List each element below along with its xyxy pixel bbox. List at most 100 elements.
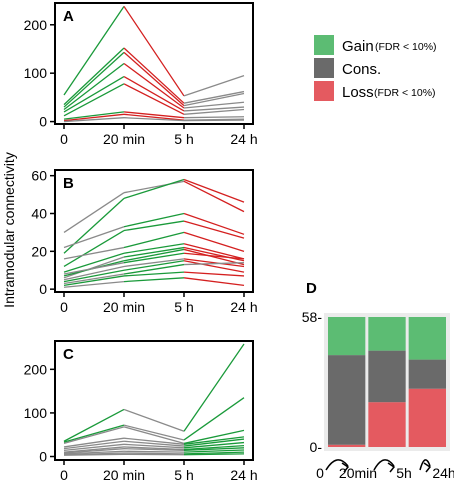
series-segment	[63, 256, 125, 279]
series-segment	[63, 76, 125, 113]
panel-label: B	[63, 175, 74, 192]
series-segment	[123, 440, 185, 447]
series-segment	[183, 252, 245, 260]
series-line-5	[63, 438, 245, 450]
series-line-6	[63, 83, 245, 117]
x-tick-label: 24 h	[230, 131, 257, 147]
series-line-9	[63, 252, 245, 275]
panel-A: A 0 100 200 0 20 min 5 h 24 h	[24, 2, 258, 147]
series-segment	[123, 76, 185, 112]
bar-segment-cons	[368, 350, 406, 403]
series-segment	[63, 275, 125, 287]
panel-label: C	[63, 346, 74, 363]
y-tick-label: 200	[24, 17, 48, 33]
arrow-icon	[419, 459, 431, 471]
bar-segment-loss	[408, 388, 446, 447]
series-segment	[63, 453, 125, 456]
series-segment	[123, 437, 185, 445]
series-line-11	[63, 260, 245, 283]
series-segment	[123, 47, 185, 104]
arrowhead-icon	[341, 462, 350, 473]
series-segment	[183, 108, 245, 115]
series-line-9	[63, 117, 245, 123]
series-line-5	[63, 76, 245, 113]
series-segment	[183, 449, 245, 453]
series-segment	[63, 246, 125, 260]
series-segment	[63, 47, 125, 106]
y-tick-label: 0	[39, 114, 47, 130]
series-segment	[63, 117, 125, 123]
series-line-7	[63, 111, 245, 120]
series-line-3	[63, 426, 245, 445]
series-segment	[63, 113, 125, 122]
x-tick-label: 0	[60, 299, 68, 315]
series-segment	[63, 448, 125, 454]
series-line-2	[63, 47, 245, 106]
series-segment	[63, 51, 125, 108]
bar-segment-cons	[408, 359, 446, 389]
series-segment	[123, 271, 185, 277]
series-segment	[123, 446, 185, 451]
series-line-1	[63, 343, 245, 442]
transition-label: 0	[316, 465, 324, 481]
series-line-10	[63, 258, 245, 281]
series-segment	[123, 277, 185, 283]
series-segment	[63, 443, 125, 452]
series-line-2	[63, 397, 245, 443]
series-segment	[63, 273, 125, 285]
series-segment	[123, 117, 185, 122]
y-axis-label: Intramodular connectivity	[1, 152, 17, 308]
x-tick-label: 20 min	[103, 299, 145, 315]
series-segment	[183, 212, 245, 235]
series-segment	[123, 51, 185, 107]
series-segment	[63, 440, 125, 450]
series-segment	[63, 424, 125, 443]
series-segment	[183, 106, 245, 112]
series-line-4	[63, 220, 245, 268]
legend-sub-loss: (FDR < 10%)	[374, 87, 436, 99]
y-tick-label: 0-	[310, 439, 323, 455]
series-segment	[183, 90, 245, 104]
panel-frame	[54, 2, 254, 125]
series-segment	[123, 424, 185, 441]
series-segment	[63, 226, 125, 249]
series-segment	[63, 62, 125, 110]
y-tick-label: 60	[31, 168, 47, 184]
series-segment	[123, 258, 185, 268]
series-segment	[183, 441, 245, 449]
series-segment	[183, 453, 245, 456]
series-segment	[183, 74, 245, 97]
series-segment	[183, 438, 245, 447]
x-tick-label: 20 min	[103, 467, 145, 481]
series-segment	[183, 258, 245, 268]
legend-label-gain: Gain	[342, 38, 374, 55]
panel-C: C 0 100 200 0 20 min 5 h 24 h	[24, 340, 258, 481]
series-line-6	[63, 243, 245, 273]
series-segment	[63, 426, 125, 445]
series-segment	[63, 262, 125, 275]
legend-item-cons: Cons.	[314, 58, 381, 78]
series-segment	[63, 252, 125, 273]
panel-B: B 0 20 40 60 0 20 min 5 h 24 h	[31, 168, 257, 315]
panel-label: D	[306, 280, 317, 297]
series-segment	[123, 83, 185, 115]
series-line-4	[63, 436, 245, 448]
series-segment	[183, 451, 245, 455]
series-segment	[183, 444, 245, 451]
x-tick-label: 5 h	[174, 299, 193, 315]
series-segment	[63, 83, 125, 117]
legend-label-loss: Loss	[342, 84, 374, 101]
series-segment	[183, 429, 245, 445]
series-segment	[123, 450, 185, 453]
series-segment	[123, 212, 185, 228]
series-segment	[123, 448, 185, 452]
panel-label: A	[63, 8, 74, 25]
series-line-1	[63, 6, 245, 97]
x-tick-label: 24 h	[230, 299, 257, 315]
series-segment	[123, 178, 185, 199]
arrowhead-icon	[423, 462, 432, 473]
series-segment	[63, 446, 125, 453]
y-tick-label: 58-	[302, 309, 323, 325]
series-segment	[183, 101, 245, 109]
